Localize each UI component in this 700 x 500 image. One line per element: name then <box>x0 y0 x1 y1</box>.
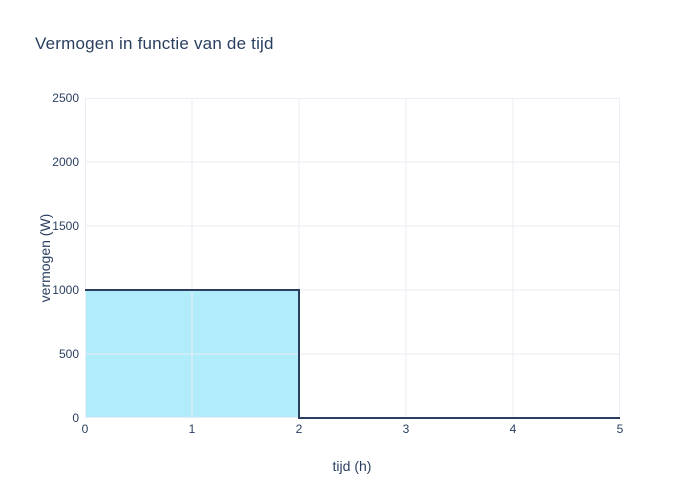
x-axis-title: tijd (h) <box>332 458 372 474</box>
chart-canvas <box>85 98 620 419</box>
trace-line <box>85 289 620 419</box>
y-axis-tick-label: 1500 <box>52 219 79 233</box>
x-axis-tick-label: 3 <box>402 422 410 436</box>
x-axis-tick-label: 1 <box>188 422 196 436</box>
x-axis-tick-label: 0 <box>81 422 89 436</box>
x-axis-tick-label: 2 <box>295 422 303 436</box>
y-axis-tick-label: 500 <box>58 347 79 361</box>
chart-title: Vermogen in functie van de tijd <box>35 34 274 53</box>
x-axis-tick-label: 4 <box>509 422 517 436</box>
area-fill <box>85 290 620 418</box>
y-axis-tick-label: 1000 <box>52 283 79 297</box>
y-axis-tick-label: 0 <box>72 411 79 425</box>
y-axis-tick-label: 2000 <box>52 155 79 169</box>
y-axis-tick-label: 2500 <box>52 91 79 105</box>
plot-area[interactable] <box>85 98 620 419</box>
x-axis-tick-label: 5 <box>616 422 624 436</box>
